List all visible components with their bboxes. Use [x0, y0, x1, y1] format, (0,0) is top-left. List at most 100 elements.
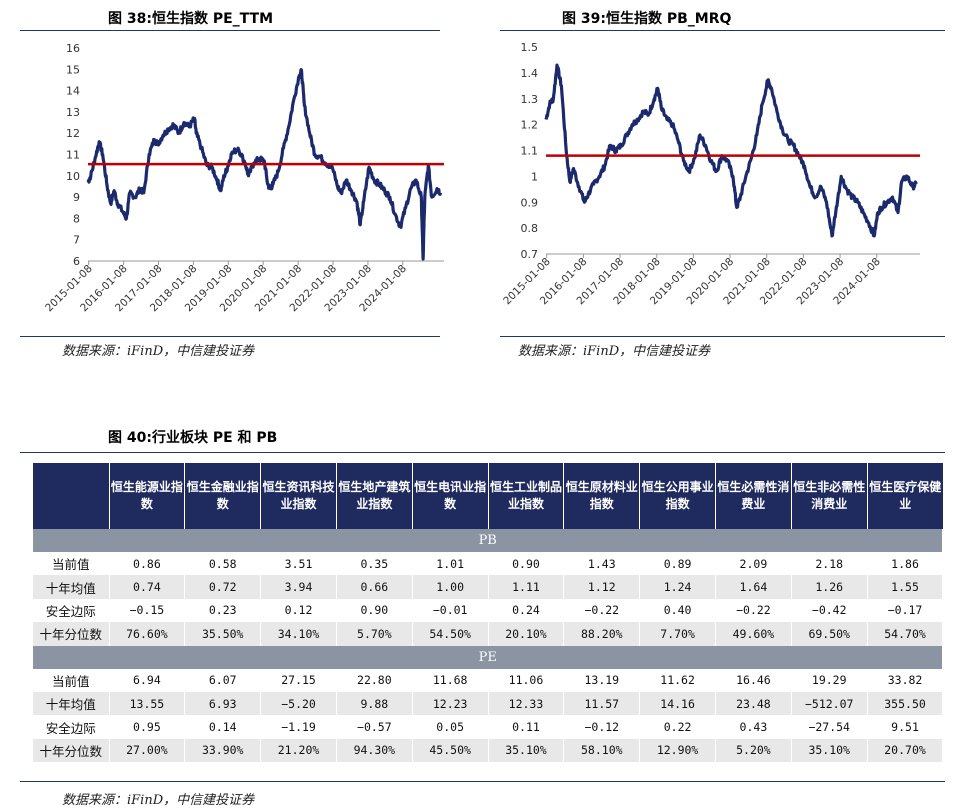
table-cell: 21.20% [260, 738, 337, 763]
table-cell: 34.10% [260, 622, 337, 646]
fig39-title-rule [500, 30, 945, 31]
table-cell: 6.94 [109, 668, 186, 692]
table-cell: −0.57 [336, 715, 413, 739]
table-cell: 5.70% [336, 622, 413, 646]
header-corner [33, 463, 110, 529]
table-cell: −5.20 [260, 691, 337, 716]
table-cell: 27.15 [260, 668, 337, 692]
table-cell: 49.60% [715, 622, 792, 646]
fig39-ytick-label: 1.3 [521, 93, 539, 106]
table-cell: 0.35 [336, 552, 413, 576]
column-header: 恒生工业制品业指数 [488, 463, 565, 529]
fig38-ytick-label: 9 [73, 191, 80, 204]
fig39-ytick-label: 0.7 [521, 248, 539, 261]
table-row: 十年分位数 27.00% 33.90% 21.20% 94.30% 45.50% 35.10… [33, 738, 944, 763]
table-cell: 13.19 [563, 668, 641, 692]
table-cell: 0.23 [184, 598, 262, 623]
table-cell: −0.12 [563, 715, 641, 739]
table-cell: 0.95 [109, 715, 186, 739]
table-cell: 1.01 [412, 552, 489, 576]
table-cell: 0.86 [109, 552, 186, 576]
table-cell: 88.20% [563, 622, 641, 646]
table-cell: 11.68 [412, 668, 489, 692]
row-label: 安全边际 [33, 598, 110, 623]
table-cell: 2.09 [715, 552, 792, 576]
row-label: 当前值 [33, 552, 110, 576]
row-label: 十年分位数 [33, 738, 110, 763]
row-label: 当前值 [33, 668, 110, 692]
table-cell: 35.50% [184, 622, 262, 646]
column-header: 恒生原材料业指数 [563, 463, 641, 529]
column-header: 恒生能源业指数 [109, 463, 186, 529]
table-cell: 1.12 [563, 575, 641, 599]
table-cell: 35.10% [488, 738, 565, 763]
table-cell: 0.66 [336, 575, 413, 599]
table-cell: 1.11 [488, 575, 565, 599]
table-cell: 54.70% [867, 622, 944, 646]
fig38-pe-ttm-chart: 1615141312111098762015-01-082016-01-0820… [43, 42, 444, 314]
table-cell: 0.14 [184, 715, 262, 739]
pe-band: PE [33, 645, 944, 669]
table-cell: 76.60% [109, 622, 186, 646]
table-row: 十年均值 0.74 0.72 3.94 0.66 1.00 1.11 1.12 1.24 1.64… [33, 575, 944, 599]
table-cell: 0.74 [109, 575, 186, 599]
sector-pe-pb-table-wrap: 恒生能源业指数 恒生金融业指数 恒生资讯科技业指数 恒生地产建筑业指数 恒生电讯业指数恒… [33, 463, 944, 763]
table-cell: 45.50% [412, 738, 489, 763]
table-cell: 12.90% [639, 738, 716, 763]
table-cell: 0.11 [488, 715, 565, 739]
row-label: 安全边际 [33, 715, 110, 739]
fig38-ytick-label: 13 [66, 106, 80, 119]
row-label: 十年分位数 [33, 622, 110, 646]
fig39-series-line [544, 63, 918, 238]
fig38-ytick-label: 15 [66, 63, 80, 76]
fig38-bottom-rule [20, 336, 440, 337]
fig38-title: 图 38:恒生指数 PE_TTM [108, 11, 274, 27]
table-cell: 1.43 [563, 552, 641, 576]
table-cell: −0.15 [109, 598, 186, 623]
table-cell: 5.20% [715, 738, 792, 763]
fig39-ytick-label: 1.4 [521, 67, 539, 80]
pb-band-label: PB [33, 529, 944, 552]
table-cell: 0.12 [260, 598, 337, 623]
column-header: 恒生金融业指数 [184, 463, 262, 529]
fig39-bottom-rule [500, 336, 945, 337]
fig38-ytick-label: 12 [66, 127, 80, 140]
pe-band-label: PE [33, 645, 944, 669]
table-cell: 14.16 [639, 691, 716, 716]
table-cell: 19.29 [791, 668, 868, 692]
table-cell: 94.30% [336, 738, 413, 763]
table-cell: 33.90% [184, 738, 262, 763]
pb-band: PB [33, 529, 944, 552]
column-header: 恒生地产建筑业指数 [336, 463, 413, 529]
table-cell: 1.64 [715, 575, 792, 599]
table-cell: 6.93 [184, 691, 262, 716]
table-cell: 23.48 [715, 691, 792, 716]
fig39-ytick-label: 1.2 [521, 119, 539, 132]
table-cell: 3.51 [260, 552, 337, 576]
column-header: 恒生必需性消费业 [715, 463, 792, 529]
table-cell: 35.10% [791, 738, 868, 763]
fig40-title-rule [20, 452, 945, 453]
table-row: 十年分位数 76.60% 35.50% 34.10% 5.70% 54.50% 20.10%… [33, 622, 944, 646]
table-cell: −0.01 [412, 598, 489, 623]
table-cell: 58.10% [563, 738, 641, 763]
table-cell: 33.82 [867, 668, 944, 692]
fig39-ytick-label: 1.5 [521, 41, 539, 54]
table-cell: −0.17 [867, 598, 944, 623]
table-cell: −1.19 [260, 715, 337, 739]
table-cell: 27.00% [109, 738, 186, 763]
table-cell: 0.40 [639, 598, 716, 623]
table-cell: −0.42 [791, 598, 868, 623]
sector-pe-pb-table: 恒生能源业指数 恒生金融业指数 恒生资讯科技业指数 恒生地产建筑业指数 恒生电讯业指数恒… [33, 463, 944, 763]
table-cell: 0.05 [412, 715, 489, 739]
table-cell: 22.80 [336, 668, 413, 692]
table-cell: 20.10% [488, 622, 565, 646]
table-cell: 12.23 [412, 691, 489, 716]
fig40-title: 图 40:行业板块 PE 和 PB [108, 430, 278, 446]
column-header: 恒生非必需性消费业 [791, 463, 868, 529]
fig38-ytick-label: 16 [66, 42, 80, 55]
table-row: 安全边际 −0.15 0.23 0.12 0.90 −0.01 0.24 −0.22 0.40−… [33, 598, 944, 623]
table-row: 当前值 6.94 6.07 27.15 22.80 11.68 11.06 13.19 11.6… [33, 668, 944, 692]
table-cell: 3.94 [260, 575, 337, 599]
table-cell: 54.50% [412, 622, 489, 646]
